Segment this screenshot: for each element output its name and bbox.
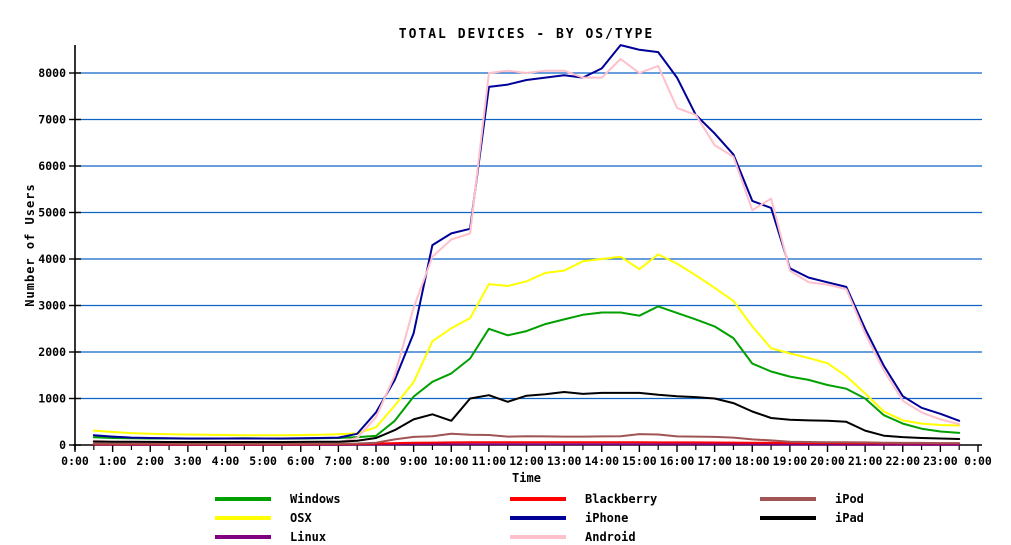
legend-item-linux: Linux [215,527,510,545]
y-tick-label: 7000 [38,113,66,127]
legend: Windows OSX Linux Blackberry iPhone Android iP… [215,489,995,545]
x-tick-label: 11:00 [472,454,507,468]
x-tick-label: 19:00 [773,454,808,468]
x-ticks: 0:00 1:00 2:00 3:00 4:00 5:00 6:00 7:00 8:00 9:00… [61,445,992,468]
series-lines [92,44,961,446]
legend-item-android: Android [510,527,760,545]
x-tick-label: 5:00 [249,454,277,468]
y-tick-label: 1000 [38,392,66,406]
x-tick-label: 1:00 [99,454,127,468]
y-axis-label: Number of Users [23,183,37,307]
legend-swatch-blackberry [510,496,566,501]
x-tick-label: 18:00 [735,454,770,468]
legend-column-3: iPod iPad [760,489,995,545]
legend-swatch-iphone [510,515,566,520]
legend-item-blackberry: Blackberry [510,489,760,508]
x-axis-label: Time [512,471,541,485]
legend-swatch-windows [215,496,271,501]
legend-swatch-ipad [760,515,816,520]
y-tick-label: 2000 [38,345,66,359]
legend-swatch-android [510,534,566,539]
series-line-ipod [92,432,961,445]
x-tick-label: 23:00 [923,454,958,468]
series-line-iphone [92,44,961,440]
x-tick-label: 4:00 [212,454,240,468]
x-tick-label: 3:00 [174,454,202,468]
y-tick-label: 3000 [38,299,66,313]
legend-item-osx: OSX [215,508,510,527]
x-tick-label: 22:00 [885,454,920,468]
series-line-osx [92,253,961,437]
gridlines [75,72,982,400]
y-tick-label: 8000 [38,66,66,80]
series-line-windows [92,305,961,440]
legend-label-ipod: iPod [835,491,864,506]
y-tick-label: 6000 [38,159,66,173]
x-tick-label: 2:00 [136,454,164,468]
y-tick-label: 0 [59,438,66,452]
legend-item-ipod: iPod [760,489,995,508]
legend-label-ipad: iPad [835,510,864,525]
x-tick-label: 17:00 [697,454,732,468]
x-tick-label: 9:00 [400,454,428,468]
legend-item-ipad: iPad [760,508,995,527]
legend-label-linux: Linux [290,529,327,544]
legend-item-windows: Windows [215,489,510,508]
x-tick-label: 16:00 [660,454,695,468]
chart-title: TOTAL DEVICES - BY OS/TYPE [398,27,655,42]
legend-label-blackberry: Blackberry [585,491,658,506]
x-tick-label: 0:00 [61,454,89,468]
y-tick-label: 5000 [38,206,66,220]
series-line-ipad [92,391,961,443]
legend-item-iphone: iPhone [510,508,760,527]
x-tick-label: 20:00 [810,454,845,468]
x-tick-label: 0:00 [964,454,992,468]
x-tick-label: 15:00 [622,454,657,468]
legend-label-iphone: iPhone [585,510,629,525]
x-tick-label: 8:00 [362,454,390,468]
y-tick-label: 4000 [38,252,66,266]
x-tick-label: 21:00 [848,454,883,468]
legend-swatch-ipod [760,496,816,501]
legend-swatch-linux [215,534,271,539]
x-tick-label: 7:00 [325,454,353,468]
x-tick-label: 12:00 [509,454,544,468]
x-tick-label: 14:00 [584,454,619,468]
y-ticks: 0 1000 2000 3000 4000 5000 6000 7000 8000 [38,66,81,452]
x-tick-label: 6:00 [287,454,315,468]
x-tick-label: 13:00 [547,454,582,468]
x-tick-label: 10:00 [434,454,469,468]
legend-label-windows: Windows [290,491,341,506]
legend-label-osx: OSX [290,510,312,525]
legend-column-1: Windows OSX Linux [215,489,510,545]
legend-label-android: Android [585,529,636,544]
legend-column-2: Blackberry iPhone Android [510,489,760,545]
legend-swatch-osx [215,515,271,520]
